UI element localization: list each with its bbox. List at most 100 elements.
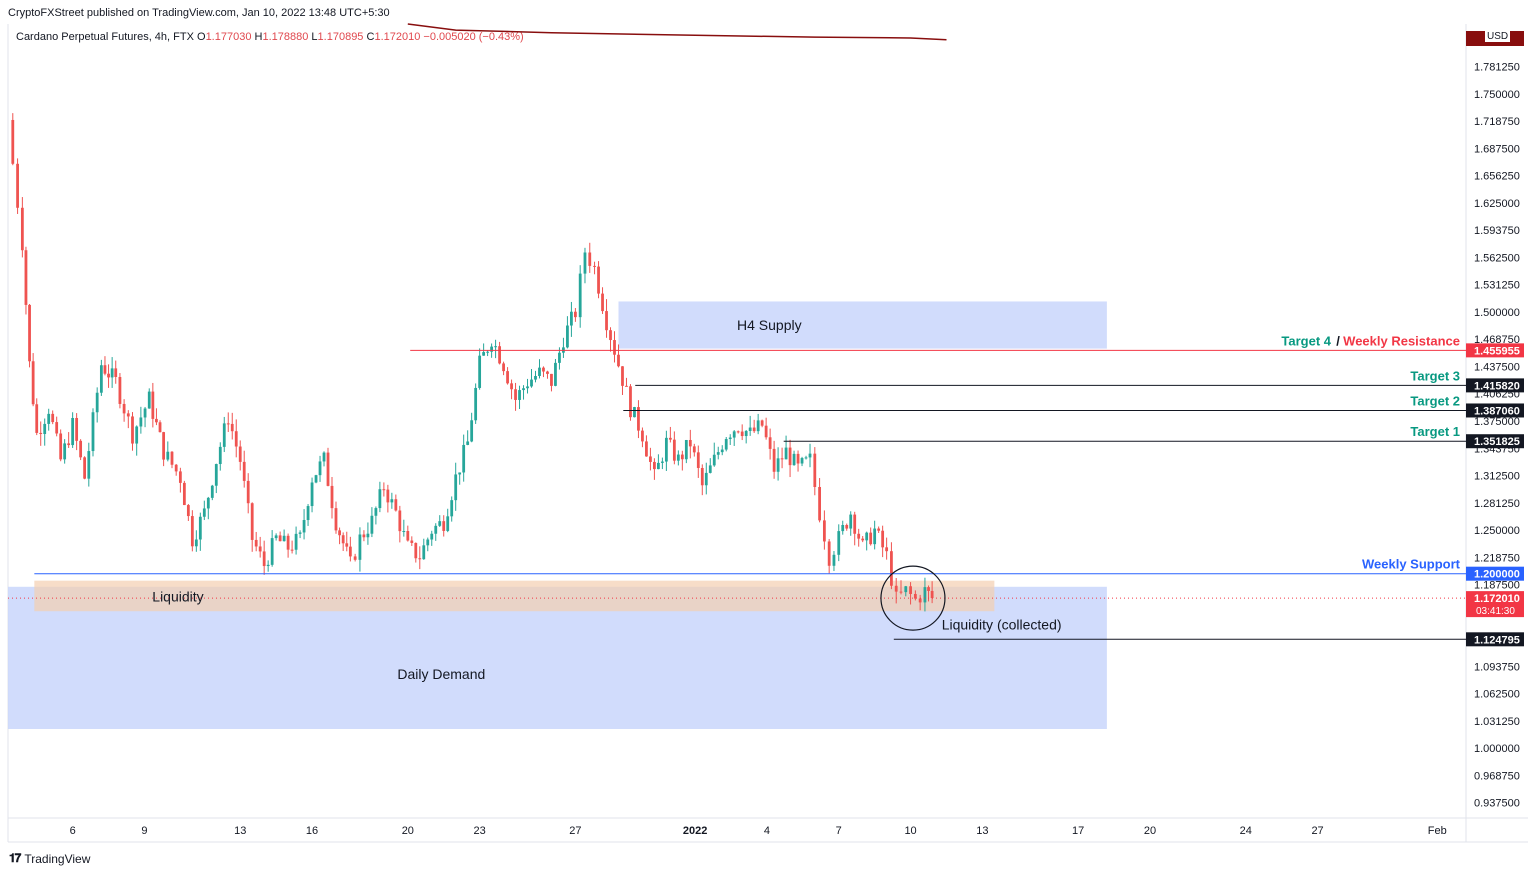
candle [162,431,166,467]
candle-body [550,373,553,386]
candle [704,462,708,495]
candle-body [645,441,648,457]
candle [784,435,788,460]
candle-body [498,346,501,364]
candle [748,415,752,436]
candle-body [656,462,660,470]
candle [804,455,808,460]
candle [574,308,577,322]
candle-body [637,407,640,431]
candle-body [382,489,386,491]
candle [676,450,680,466]
candle-body [71,417,75,446]
y-tick-label: 0.937500 [1474,798,1520,810]
y-tick-label: 1.250000 [1474,525,1520,537]
candle-body [796,453,800,464]
y-tick-label: 0.968750 [1474,770,1520,782]
candle-body [736,431,740,433]
h4-supply-zone-label: H4 Supply [737,317,802,333]
candle-body [326,452,330,486]
label-slash: / [1336,333,1340,348]
candle [913,590,917,601]
candle-body [170,451,174,465]
candle [728,434,732,445]
current-price-badge-label: 1.172010 [1474,593,1520,605]
candle-body [542,367,545,372]
candle-body [613,340,616,355]
candle-body [764,425,768,438]
tradingview-brand[interactable]: 𝟏𝟕 TradingView [9,851,90,866]
candle-body [680,454,684,460]
candle [382,482,386,497]
x-tick-label: 9 [141,825,147,837]
candle-body [422,545,426,560]
candle-body [286,535,290,550]
candle [530,369,533,388]
candle [306,504,310,526]
candle-body [857,533,861,539]
candle [51,410,55,425]
candle [326,447,330,487]
candle-body [530,379,533,387]
candle-body [676,454,680,461]
candle-body [158,422,162,433]
candle [35,398,39,436]
candle [904,585,908,597]
candle [79,439,83,461]
candle-body [744,430,748,437]
candle-body [490,346,494,352]
candle [716,446,720,460]
x-tick-label: 24 [1240,825,1252,837]
candle-body [122,403,126,414]
candle-body [47,413,51,424]
candle [885,537,889,560]
candle [930,581,934,604]
candle [202,500,206,521]
candle-body [869,532,873,545]
candle-body [306,506,310,521]
candle [353,553,357,562]
candle-body [28,304,31,362]
candle-body [59,433,63,460]
candle-body [748,427,752,431]
currency-label[interactable]: USD [1485,31,1511,42]
candle [724,436,728,452]
label-weekly-resistance: Weekly Resistance [1343,333,1460,348]
candle-body [700,467,704,486]
label-target-2: Target 2 [1410,393,1460,408]
symbol-name[interactable]: Cardano Perpetual Futures, 4h, FTX [16,31,194,43]
candle-body [43,423,47,434]
candle-body [772,448,776,472]
y-tick-label: 1.687500 [1474,143,1520,155]
candle-body [348,546,352,557]
candle-body [83,457,87,479]
candle [254,531,258,552]
candle [298,530,302,539]
candle-body [890,551,893,586]
candle [186,503,190,521]
candle [406,525,410,542]
candle [621,366,624,395]
candle [796,450,800,472]
candle-body [186,505,190,517]
candle-body [712,454,716,466]
candle-body [660,461,664,463]
x-tick-label: 23 [474,825,486,837]
candle-body [353,556,357,560]
candle [147,388,151,409]
candle [47,408,51,431]
x-tick-label: 7 [836,825,842,837]
candle [668,426,672,443]
candle [210,484,214,501]
candle [688,429,692,459]
candle [605,299,608,338]
liquidity-zone-label: Liquidity [152,588,203,604]
candle-body [724,439,728,450]
h4-supply-zone [618,301,1107,349]
candle-body [827,541,831,566]
candle [194,530,198,552]
candle [510,379,513,400]
y-tick-label: 1.500000 [1474,307,1520,319]
candle-body [708,465,712,473]
